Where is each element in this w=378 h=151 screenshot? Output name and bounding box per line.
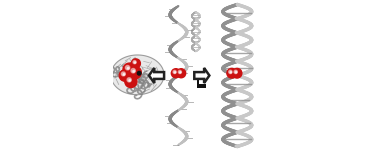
Circle shape xyxy=(137,71,141,75)
Circle shape xyxy=(133,61,136,64)
Circle shape xyxy=(229,70,232,74)
Circle shape xyxy=(127,67,129,69)
Circle shape xyxy=(127,78,131,82)
Circle shape xyxy=(129,79,130,81)
Circle shape xyxy=(131,59,140,68)
Bar xyxy=(197,84,206,88)
Circle shape xyxy=(173,70,176,74)
Circle shape xyxy=(234,70,237,74)
FancyArrow shape xyxy=(194,68,209,83)
Circle shape xyxy=(121,72,125,76)
Circle shape xyxy=(131,69,135,73)
Circle shape xyxy=(119,70,131,81)
Circle shape xyxy=(123,74,125,75)
Circle shape xyxy=(133,70,135,72)
Circle shape xyxy=(125,76,137,88)
Circle shape xyxy=(177,69,186,78)
Circle shape xyxy=(123,63,136,76)
Bar xyxy=(197,74,199,88)
Polygon shape xyxy=(111,55,164,95)
Circle shape xyxy=(174,72,176,73)
Bar xyxy=(197,74,206,77)
Circle shape xyxy=(171,69,180,78)
Circle shape xyxy=(235,72,237,73)
Circle shape xyxy=(232,68,242,78)
FancyArrow shape xyxy=(149,68,164,83)
Circle shape xyxy=(227,68,237,78)
Circle shape xyxy=(178,70,181,74)
Circle shape xyxy=(134,62,136,63)
Circle shape xyxy=(125,66,130,70)
Circle shape xyxy=(129,66,141,79)
Circle shape xyxy=(230,72,231,73)
Circle shape xyxy=(180,72,181,73)
